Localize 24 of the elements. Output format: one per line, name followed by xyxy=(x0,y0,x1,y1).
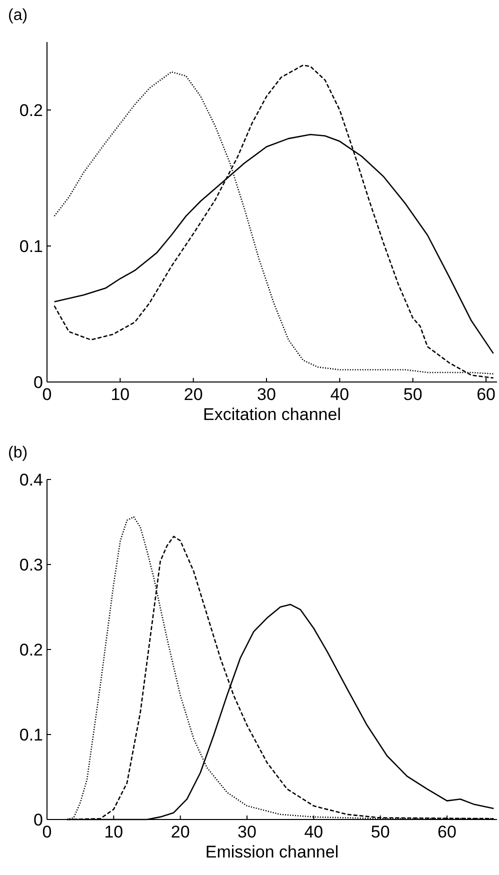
x-tick-label: 40 xyxy=(330,385,350,404)
x-tick-label: 50 xyxy=(370,822,390,842)
chart-title: (a) xyxy=(8,7,28,24)
x-tick-label: 30 xyxy=(238,822,256,842)
y-tick-label: 0.2 xyxy=(19,100,43,120)
y-tick-label: 0.2 xyxy=(19,640,43,660)
x-tick-label: 20 xyxy=(184,385,203,404)
x-tick-label: 50 xyxy=(403,385,422,404)
chart-title: (b) xyxy=(8,444,28,462)
x-tick-label: 30 xyxy=(257,385,276,404)
y-tick-label: 0.4 xyxy=(19,470,43,490)
x-axis-title: Excitation channel xyxy=(203,405,341,424)
y-tick-label: 0 xyxy=(34,372,43,392)
y-tick-label: 0 xyxy=(34,810,43,830)
x-tick-label: 60 xyxy=(438,822,456,842)
x-tick-label: 10 xyxy=(110,385,130,404)
x-tick-label: 40 xyxy=(304,822,324,842)
y-tick-label: 0.1 xyxy=(19,725,43,744)
y-tick-label: 0.3 xyxy=(19,555,43,574)
x-tick-label: 60 xyxy=(476,385,496,404)
x-tick-label: 20 xyxy=(170,822,190,842)
y-tick-label: 0.1 xyxy=(19,236,43,256)
x-axis-title: Emission channel xyxy=(205,842,339,862)
x-tick-label: 10 xyxy=(104,822,124,842)
